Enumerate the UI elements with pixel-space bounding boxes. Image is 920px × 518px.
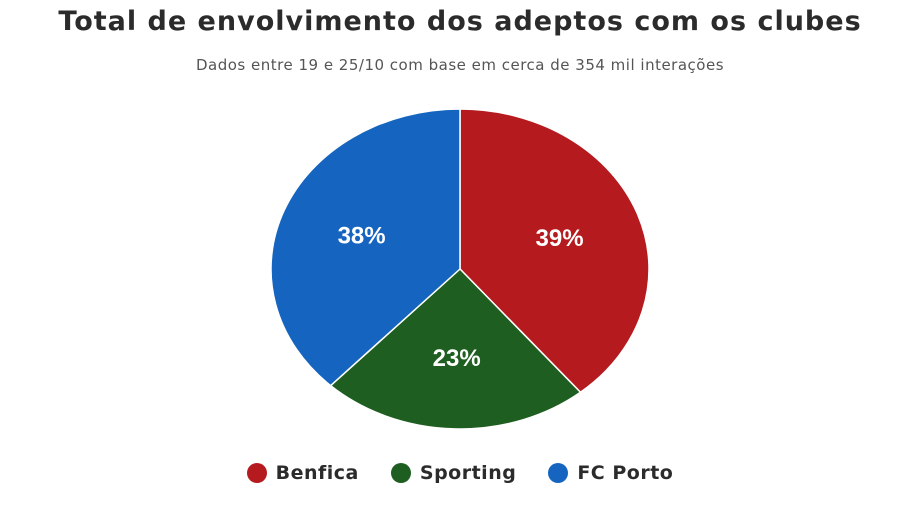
legend-swatch (246, 463, 267, 483)
legend-swatch (548, 463, 569, 483)
pie-slices (270, 108, 650, 430)
legend-label: Sporting (419, 462, 517, 484)
pie-slice-sporting (329, 267, 582, 430)
slice-label-benfica: 39% (536, 225, 584, 252)
chart-subtitle: Dados entre 19 e 25/10 com base em cerca… (195, 56, 725, 74)
slice-label-fc-porto: 38% (338, 223, 386, 250)
legend-label: Benfica (275, 462, 359, 484)
legend-item-benfica[interactable]: Benfica (246, 462, 359, 484)
legend-item-fc-porto[interactable]: FC Porto (548, 462, 673, 484)
legend-swatch (390, 463, 411, 483)
legend-item-sporting[interactable]: Sporting (390, 462, 517, 484)
legend-label: FC Porto (577, 462, 674, 484)
chart-legend: Benfica Sporting FC Porto (0, 462, 920, 484)
chart-title: Total de envolvimento dos adeptos com os… (58, 6, 862, 37)
pie-slice-fc-porto (270, 108, 461, 387)
pie-slice-benfica (459, 108, 650, 394)
pie-slice-labels: 39% 23% 38% (338, 223, 584, 373)
slice-label-sporting: 23% (433, 345, 481, 372)
